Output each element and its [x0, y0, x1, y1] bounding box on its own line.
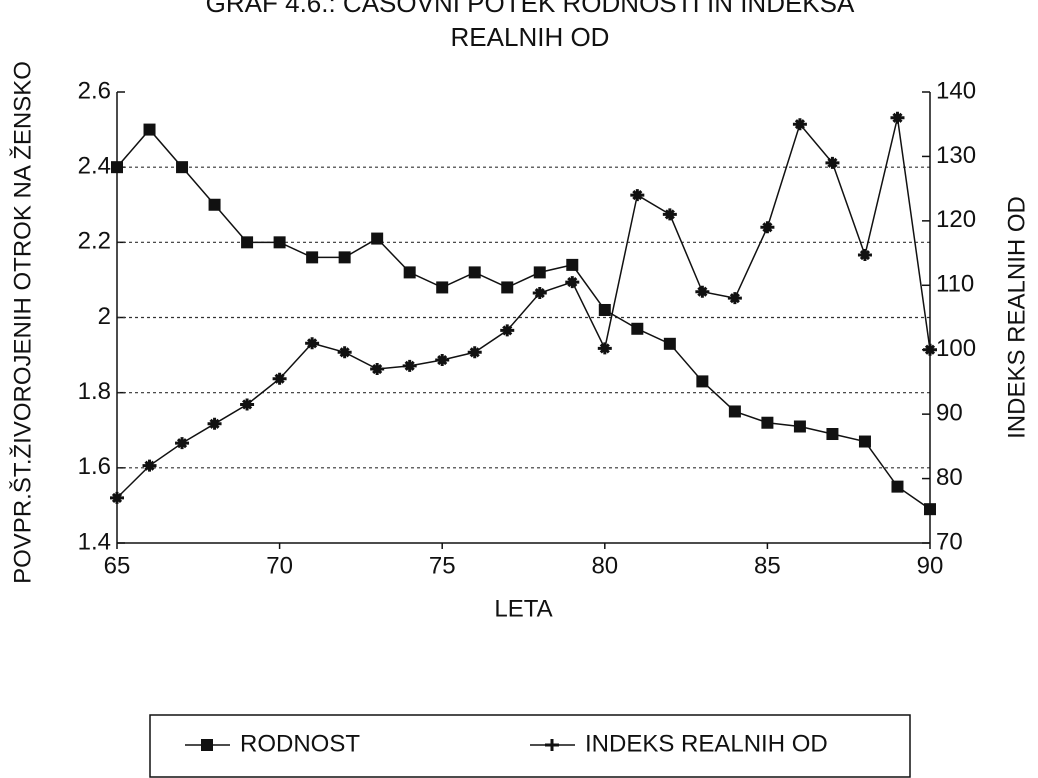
marker — [467, 346, 482, 359]
marker — [924, 503, 936, 516]
y2-tick-label: 140 — [936, 77, 976, 104]
marker — [566, 258, 579, 271]
marker — [760, 221, 775, 234]
y2-tick-label: 130 — [936, 142, 976, 169]
marker — [533, 266, 546, 279]
marker — [891, 480, 904, 493]
x-tick-label: 90 — [917, 552, 944, 579]
marker — [338, 251, 351, 264]
y2-tick-label: 120 — [936, 206, 976, 233]
y-axis-label: POVPR.ŠT.ŽIVOROJENIH OTROK NA ŽENSKO — [8, 61, 36, 584]
marker — [761, 416, 774, 429]
marker — [597, 342, 612, 355]
marker — [110, 491, 124, 504]
marker — [208, 198, 221, 211]
marker — [728, 405, 741, 418]
marker — [111, 161, 123, 174]
marker — [792, 118, 807, 131]
marker — [468, 266, 481, 279]
marker — [793, 420, 806, 433]
x-tick-label: 75 — [429, 552, 456, 579]
series-line — [116, 117, 931, 499]
x-tick-label: 80 — [591, 552, 618, 579]
marker — [337, 346, 352, 359]
marker — [371, 232, 384, 245]
marker — [826, 428, 839, 441]
y2-tick-label: 80 — [936, 464, 963, 491]
y2-tick-label: 100 — [936, 335, 976, 362]
y-tick-label: 1.4 — [78, 528, 111, 555]
marker — [402, 359, 417, 372]
legend-box — [149, 714, 911, 778]
marker — [565, 276, 580, 289]
marker — [272, 372, 287, 385]
marker — [598, 303, 611, 316]
marker — [630, 189, 645, 202]
legend-label: INDEKS REALNIH OD — [585, 730, 828, 757]
y2-tick-label: 110 — [936, 271, 974, 298]
marker — [663, 337, 676, 350]
marker — [143, 123, 156, 136]
marker — [176, 161, 189, 174]
marker — [631, 322, 644, 335]
marker — [695, 285, 710, 298]
marker — [825, 156, 840, 169]
marker — [501, 281, 514, 294]
marker — [500, 324, 515, 337]
marker — [890, 111, 905, 124]
marker — [207, 417, 222, 430]
marker — [306, 251, 319, 264]
marker — [370, 363, 385, 376]
x-tick-label: 70 — [266, 552, 293, 579]
marker — [532, 287, 547, 300]
marker — [436, 281, 449, 294]
marker — [305, 337, 320, 350]
x-axis-label: LETA — [494, 595, 552, 622]
legend-marker — [201, 739, 213, 751]
y2-tick-label: 90 — [936, 399, 963, 426]
marker — [273, 236, 286, 249]
y-tick-label: 1.8 — [78, 378, 111, 405]
marker — [175, 437, 190, 450]
legend-label: RODNOST — [240, 730, 360, 757]
chart-title: GRAF 4.6.: ČASOVNI POTEK RODNOSTI IN IND… — [205, 0, 855, 52]
marker — [240, 398, 255, 411]
y-tick-label: 1.6 — [78, 453, 111, 480]
marker — [857, 249, 872, 262]
marker — [858, 435, 871, 448]
y-tick-label: 2 — [98, 303, 111, 330]
marker — [727, 292, 742, 305]
marker — [696, 375, 709, 388]
marker — [403, 266, 416, 279]
legend-marker — [545, 739, 559, 751]
series-line — [116, 128, 931, 510]
marker — [435, 354, 450, 367]
y2-tick-label: 70 — [936, 528, 963, 555]
x-tick-label: 85 — [754, 552, 781, 579]
y2-axis-label: INDEKS REALNIH OD — [1003, 196, 1030, 439]
y-tick-label: 2.6 — [78, 77, 111, 104]
y-tick-label: 2.4 — [78, 153, 111, 180]
marker — [662, 208, 677, 221]
marker — [241, 236, 254, 249]
x-tick-label: 65 — [104, 552, 131, 579]
marker — [142, 459, 157, 472]
marker — [923, 343, 937, 356]
y-tick-label: 2.2 — [78, 228, 111, 255]
